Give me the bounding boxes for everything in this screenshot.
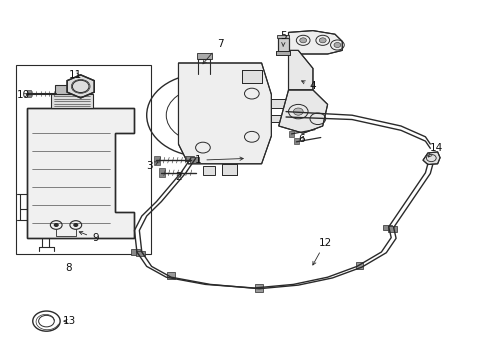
Circle shape [196, 111, 209, 120]
Circle shape [293, 108, 303, 115]
Polygon shape [178, 63, 271, 164]
Polygon shape [288, 31, 342, 54]
Polygon shape [67, 75, 94, 98]
Circle shape [54, 224, 58, 226]
Bar [55, 85, 88, 94]
Circle shape [299, 38, 306, 43]
Text: 6: 6 [298, 134, 305, 144]
Text: 4: 4 [301, 81, 316, 91]
Polygon shape [288, 50, 312, 90]
Text: 13: 13 [62, 316, 76, 326]
Circle shape [74, 224, 78, 226]
Bar [197, 53, 211, 59]
Text: 3: 3 [145, 161, 158, 171]
Text: 14: 14 [427, 143, 442, 157]
Text: 8: 8 [65, 263, 72, 273]
Bar [242, 70, 261, 83]
Bar [288, 131, 293, 137]
Text: 2: 2 [175, 172, 182, 182]
Bar [387, 226, 396, 232]
Bar [154, 156, 160, 165]
Polygon shape [422, 152, 439, 165]
Bar [271, 115, 283, 122]
Bar [293, 138, 298, 144]
Polygon shape [27, 108, 134, 238]
Bar [271, 99, 285, 108]
Bar [222, 164, 237, 175]
Bar [242, 70, 261, 83]
Text: 7: 7 [203, 39, 223, 64]
Text: 12: 12 [312, 238, 331, 265]
Text: 9: 9 [79, 231, 99, 243]
Bar [277, 38, 288, 52]
Bar [277, 38, 288, 52]
Bar [255, 284, 263, 292]
Bar [167, 272, 175, 279]
Bar [222, 164, 237, 175]
Bar [275, 51, 290, 55]
Bar [275, 51, 290, 55]
Text: 1: 1 [194, 155, 243, 165]
Bar [271, 115, 283, 122]
Bar [159, 168, 164, 177]
Bar [203, 166, 215, 175]
Text: 11: 11 [69, 69, 82, 80]
Circle shape [333, 42, 340, 48]
Circle shape [319, 38, 325, 43]
Bar [189, 157, 198, 163]
Bar [27, 90, 31, 97]
Bar [382, 225, 391, 230]
Bar [51, 94, 93, 108]
Bar [136, 251, 144, 256]
Bar [16, 65, 150, 254]
Bar [355, 262, 363, 269]
Bar [131, 249, 140, 255]
Bar [271, 99, 285, 108]
Text: 5: 5 [280, 31, 286, 46]
Bar [276, 35, 289, 38]
Bar [184, 156, 193, 161]
Polygon shape [278, 90, 327, 133]
Text: 10: 10 [17, 90, 30, 100]
